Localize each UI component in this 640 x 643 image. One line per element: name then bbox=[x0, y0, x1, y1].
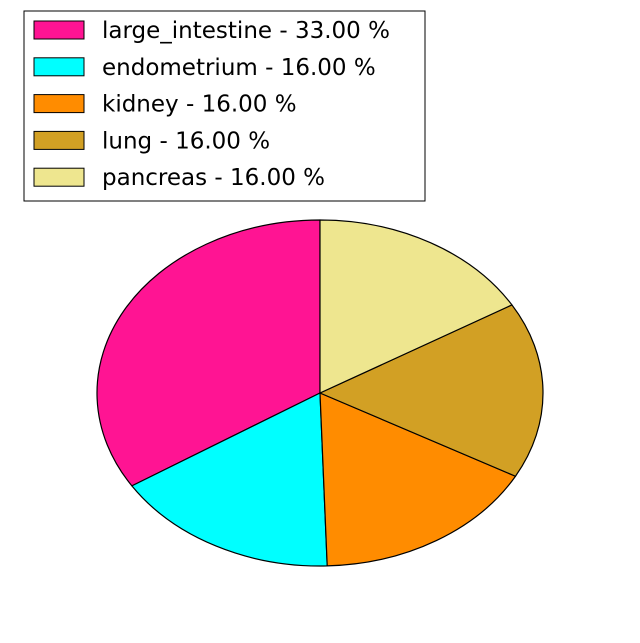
legend-swatch-pancreas bbox=[33, 167, 85, 187]
pie-slice-large-intestine bbox=[96, 219, 321, 487]
legend-swatch-lung bbox=[33, 130, 85, 150]
legend-swatch-kidney bbox=[33, 94, 85, 114]
legend-label-large-intestine: large_intestine - 33.00 % bbox=[102, 18, 390, 44]
legend-swatch-endometrium bbox=[33, 57, 85, 77]
legend-swatch-large-intestine bbox=[33, 20, 85, 40]
pie-slice-pancreas bbox=[319, 219, 513, 394]
pie-slice-endometrium bbox=[131, 392, 328, 567]
legend-box bbox=[23, 10, 426, 202]
pie-slice-lung bbox=[319, 304, 544, 477]
legend: large_intestine - 33.00 % endometrium - 1… bbox=[23, 10, 426, 202]
legend-label-lung: lung - 16.00 % bbox=[102, 128, 270, 154]
pie-slice-kidney bbox=[319, 392, 517, 567]
legend-label-pancreas: pancreas - 16.00 % bbox=[102, 165, 325, 191]
legend-label-endometrium: endometrium - 16.00 % bbox=[102, 55, 376, 81]
pie-slices bbox=[96, 219, 544, 567]
legend-label-kidney: kidney - 16.00 % bbox=[102, 92, 297, 118]
